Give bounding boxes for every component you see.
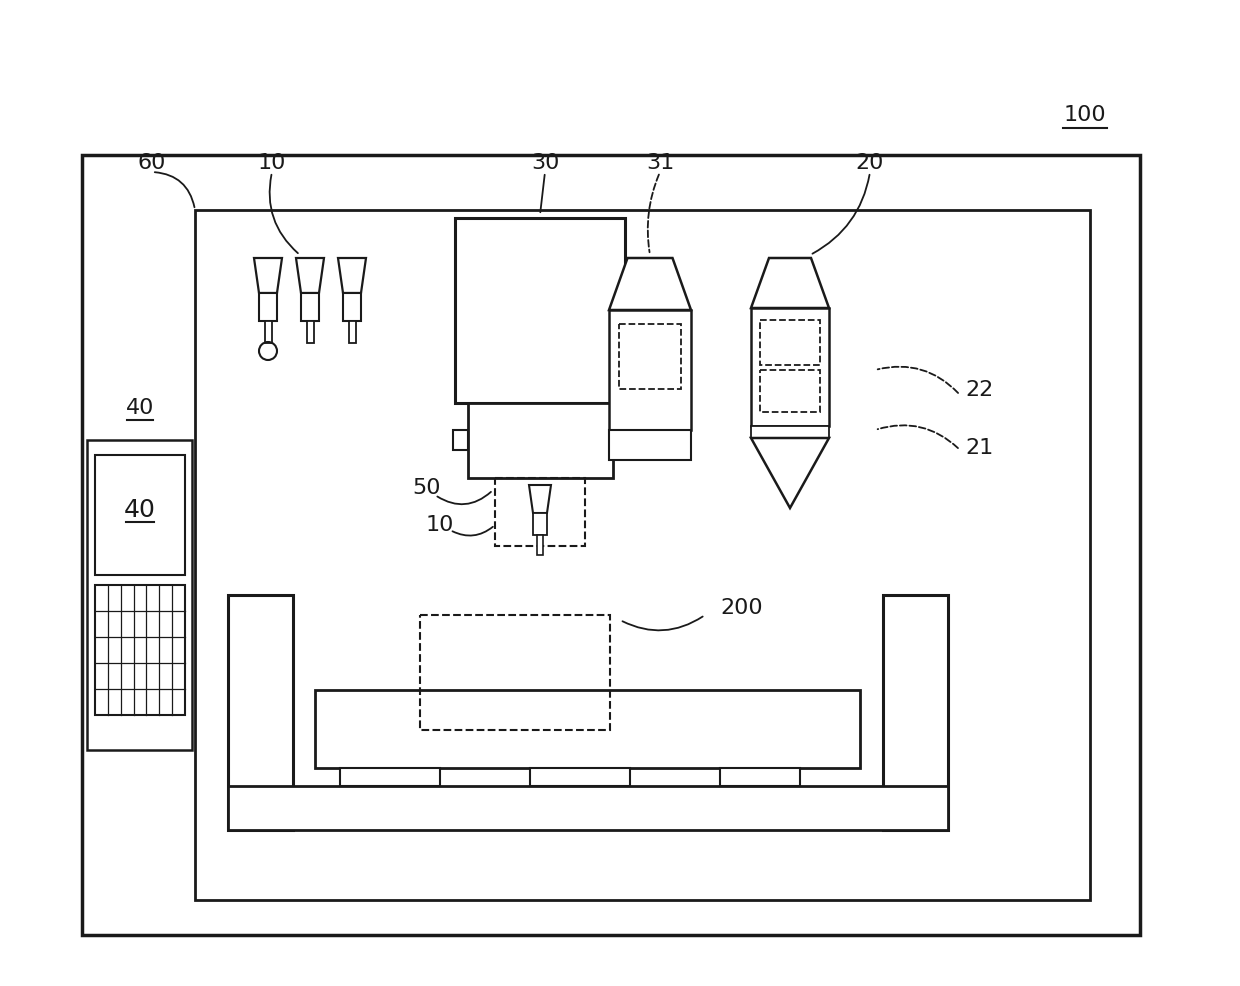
Bar: [228, 786, 949, 830]
Bar: [467, 403, 613, 478]
Text: 100: 100: [1064, 105, 1106, 125]
Text: 40: 40: [124, 498, 156, 522]
Text: 60: 60: [138, 153, 166, 173]
Polygon shape: [339, 258, 366, 293]
Bar: [95, 455, 185, 575]
Bar: [453, 430, 467, 450]
Bar: [87, 440, 192, 750]
Bar: [95, 585, 185, 715]
Polygon shape: [751, 258, 830, 308]
Bar: [420, 615, 610, 730]
Bar: [455, 218, 625, 403]
Bar: [495, 478, 585, 546]
Bar: [259, 293, 277, 321]
Bar: [609, 430, 691, 460]
Bar: [315, 690, 861, 768]
Bar: [760, 320, 820, 365]
Bar: [760, 370, 820, 412]
Bar: [537, 535, 543, 555]
Polygon shape: [751, 438, 830, 508]
Bar: [195, 210, 1090, 900]
Bar: [619, 324, 681, 389]
Bar: [533, 513, 547, 535]
Bar: [343, 293, 361, 321]
Polygon shape: [296, 258, 324, 293]
Text: 40: 40: [125, 398, 154, 418]
Bar: [264, 321, 272, 343]
Polygon shape: [254, 258, 281, 293]
Bar: [751, 426, 830, 438]
Text: 50: 50: [413, 478, 441, 498]
Text: 10: 10: [425, 515, 454, 535]
Polygon shape: [529, 485, 551, 513]
Polygon shape: [609, 258, 691, 310]
Bar: [306, 321, 314, 343]
Text: 22: 22: [965, 380, 993, 400]
Text: 31: 31: [646, 153, 675, 173]
Bar: [301, 293, 319, 321]
Text: 30: 30: [531, 153, 559, 173]
Bar: [883, 595, 949, 830]
Bar: [613, 430, 627, 450]
Text: 10: 10: [258, 153, 286, 173]
Bar: [609, 310, 691, 430]
Bar: [228, 595, 293, 830]
Bar: [529, 768, 630, 786]
Bar: [720, 768, 800, 786]
Bar: [340, 768, 440, 786]
Bar: [348, 321, 356, 343]
Bar: [82, 155, 1140, 935]
Text: 200: 200: [720, 598, 763, 618]
Text: 20: 20: [856, 153, 884, 173]
Text: 21: 21: [965, 438, 993, 458]
Bar: [751, 308, 830, 426]
